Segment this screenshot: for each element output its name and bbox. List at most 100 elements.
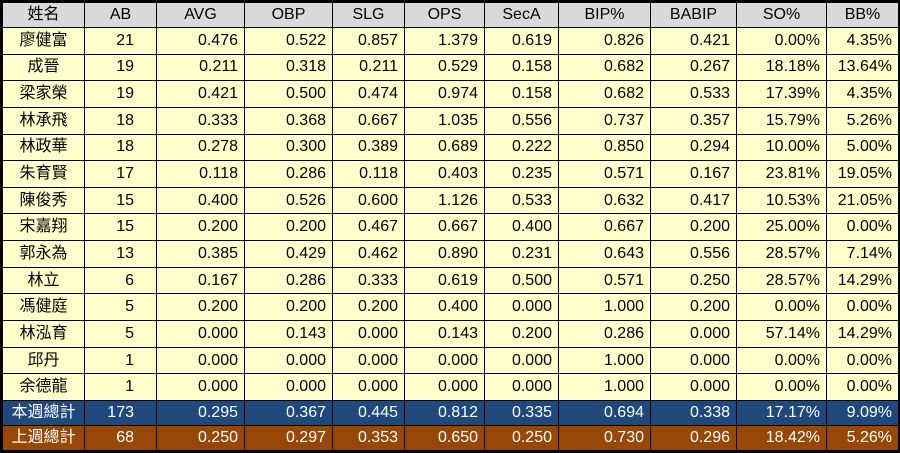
table-row: 廖健富 21 0.476 0.522 0.857 1.379 0.619 0.826 0.421… bbox=[2, 27, 899, 55]
cell-ops: 0.974 bbox=[404, 80, 485, 108]
cell-bb-pct: 14.29% bbox=[826, 266, 899, 295]
column-header-bip-pct: BIP% bbox=[558, 2, 651, 28]
total-cell-slg: 0.353 bbox=[332, 425, 405, 451]
cell-seca: 0.231 bbox=[484, 240, 559, 268]
cell-name: 林承飛 bbox=[2, 106, 85, 135]
cell-obp: 0.286 bbox=[244, 160, 333, 188]
totals-row-this-week: 本週總計 173 0.295 0.367 0.445 0.812 0.335 0.694 0.3… bbox=[2, 400, 899, 426]
cell-ops: 0.000 bbox=[404, 346, 485, 375]
cell-ab: 21 bbox=[84, 27, 157, 55]
cell-name: 林立 bbox=[2, 266, 85, 295]
cell-ops: 0.667 bbox=[404, 213, 485, 242]
cell-obp: 0.000 bbox=[244, 346, 333, 375]
cell-babip: 0.200 bbox=[650, 293, 737, 322]
cell-ab: 18 bbox=[84, 133, 157, 162]
cell-babip: 0.294 bbox=[650, 133, 737, 162]
cell-so-pct: 0.00% bbox=[736, 373, 827, 401]
cell-bip-pct: 0.850 bbox=[558, 133, 651, 162]
cell-ab: 17 bbox=[84, 160, 157, 188]
cell-bb-pct: 14.29% bbox=[826, 320, 899, 348]
cell-slg: 0.211 bbox=[332, 53, 405, 82]
cell-so-pct: 15.79% bbox=[736, 106, 827, 135]
cell-name: 廖健富 bbox=[2, 27, 85, 55]
cell-avg: 0.167 bbox=[156, 266, 245, 295]
cell-avg: 0.200 bbox=[156, 293, 245, 322]
cell-ab: 18 bbox=[84, 106, 157, 135]
table-row: 林立 6 0.167 0.286 0.333 0.619 0.500 0.571 0.250 28… bbox=[2, 266, 899, 295]
cell-babip: 0.267 bbox=[650, 53, 737, 82]
header-row: 姓名 AB AVG OBP SLG OPS SecA BIP% BABIP SO% BB% bbox=[2, 2, 899, 28]
cell-obp: 0.318 bbox=[244, 53, 333, 82]
total-cell-bip-pct: 0.694 bbox=[558, 400, 651, 426]
cell-babip: 0.417 bbox=[650, 186, 737, 215]
cell-ab: 5 bbox=[84, 320, 157, 348]
cell-bb-pct: 7.14% bbox=[826, 240, 899, 268]
cell-bip-pct: 0.737 bbox=[558, 106, 651, 135]
total-cell-ops: 0.812 bbox=[404, 400, 485, 426]
cell-ops: 1.379 bbox=[404, 27, 485, 55]
cell-so-pct: 0.00% bbox=[736, 346, 827, 375]
cell-seca: 0.158 bbox=[484, 53, 559, 82]
total-cell-ops: 0.650 bbox=[404, 425, 485, 451]
cell-ops: 0.403 bbox=[404, 160, 485, 188]
cell-avg: 0.400 bbox=[156, 186, 245, 215]
cell-avg: 0.421 bbox=[156, 80, 245, 108]
total-cell-avg: 0.250 bbox=[156, 425, 245, 451]
cell-obp: 0.286 bbox=[244, 266, 333, 295]
cell-ab: 1 bbox=[84, 373, 157, 401]
cell-name: 林政華 bbox=[2, 133, 85, 162]
cell-name: 成晉 bbox=[2, 53, 85, 82]
cell-avg: 0.211 bbox=[156, 53, 245, 82]
total-cell-obp: 0.297 bbox=[244, 425, 333, 451]
cell-avg: 0.278 bbox=[156, 133, 245, 162]
total-cell-ab: 68 bbox=[84, 425, 157, 451]
cell-slg: 0.333 bbox=[332, 266, 405, 295]
cell-avg: 0.000 bbox=[156, 373, 245, 401]
cell-seca: 0.000 bbox=[484, 293, 559, 322]
column-header-so-pct: SO% bbox=[736, 2, 827, 28]
cell-seca: 0.200 bbox=[484, 320, 559, 348]
column-header-slg: SLG bbox=[332, 2, 405, 28]
cell-ab: 1 bbox=[84, 346, 157, 375]
column-header-seca: SecA bbox=[484, 2, 559, 28]
cell-ops: 0.143 bbox=[404, 320, 485, 348]
cell-seca: 0.000 bbox=[484, 346, 559, 375]
cell-avg: 0.000 bbox=[156, 346, 245, 375]
cell-slg: 0.118 bbox=[332, 160, 405, 188]
cell-bb-pct: 0.00% bbox=[826, 213, 899, 242]
cell-so-pct: 28.57% bbox=[736, 240, 827, 268]
cell-bip-pct: 1.000 bbox=[558, 293, 651, 322]
column-header-ab: AB bbox=[84, 2, 157, 28]
table-row: 宋嘉翔 15 0.200 0.200 0.467 0.667 0.400 0.667 0.200… bbox=[2, 213, 899, 242]
cell-name: 余德龍 bbox=[2, 373, 85, 401]
cell-seca: 0.222 bbox=[484, 133, 559, 162]
table-row: 陳俊秀 15 0.400 0.526 0.600 1.126 0.533 0.632 0.417… bbox=[2, 186, 899, 215]
cell-seca: 0.500 bbox=[484, 266, 559, 295]
cell-bb-pct: 0.00% bbox=[826, 373, 899, 401]
cell-name: 邱丹 bbox=[2, 346, 85, 375]
total-cell-babip: 0.296 bbox=[650, 425, 737, 451]
cell-babip: 0.000 bbox=[650, 346, 737, 375]
cell-ops: 0.689 bbox=[404, 133, 485, 162]
cell-bb-pct: 0.00% bbox=[826, 346, 899, 375]
total-cell-seca: 0.335 bbox=[484, 400, 559, 426]
column-header-babip: BABIP bbox=[650, 2, 737, 28]
cell-obp: 0.000 bbox=[244, 373, 333, 401]
cell-babip: 0.000 bbox=[650, 320, 737, 348]
column-header-obp: OBP bbox=[244, 2, 333, 28]
cell-so-pct: 18.18% bbox=[736, 53, 827, 82]
table-row: 林政華 18 0.278 0.300 0.389 0.689 0.222 0.850 0.294… bbox=[2, 133, 899, 162]
cell-so-pct: 10.53% bbox=[736, 186, 827, 215]
cell-so-pct: 57.14% bbox=[736, 320, 827, 348]
cell-ab: 15 bbox=[84, 213, 157, 242]
cell-seca: 0.619 bbox=[484, 27, 559, 55]
table-row: 邱丹 1 0.000 0.000 0.000 0.000 0.000 1.000 0.000 0.… bbox=[2, 346, 899, 375]
cell-seca: 0.235 bbox=[484, 160, 559, 188]
cell-bb-pct: 5.26% bbox=[826, 106, 899, 135]
cell-seca: 0.400 bbox=[484, 213, 559, 242]
total-cell-so-pct: 18.42% bbox=[736, 425, 827, 451]
column-header-avg: AVG bbox=[156, 2, 245, 28]
cell-bip-pct: 0.667 bbox=[558, 213, 651, 242]
cell-ab: 15 bbox=[84, 186, 157, 215]
